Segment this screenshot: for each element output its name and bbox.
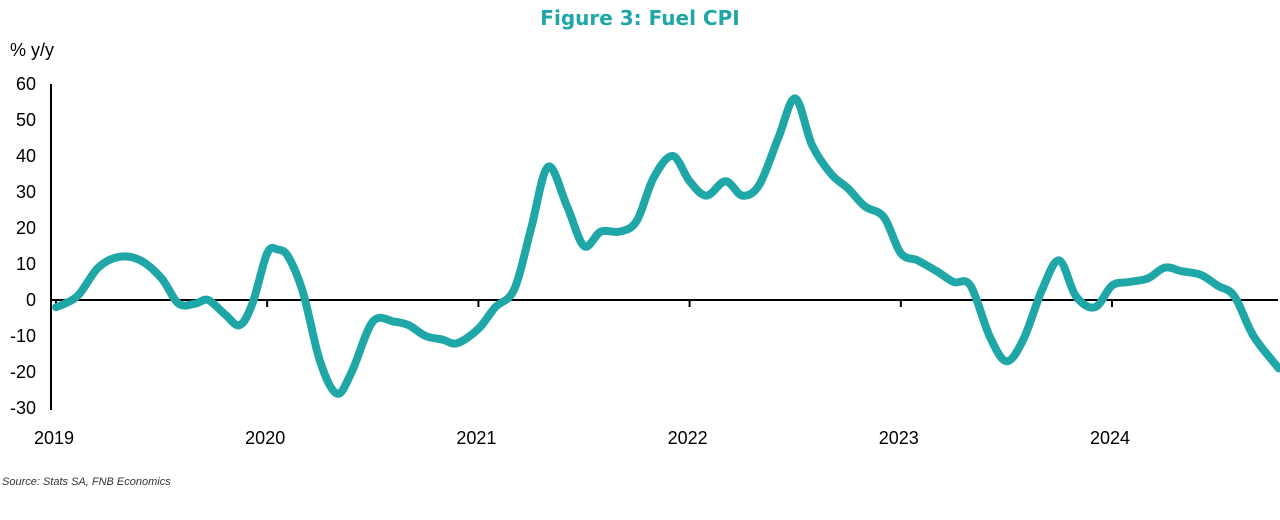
- x-tick-label: 2024: [1090, 428, 1130, 448]
- y-axis-ticks: 60 50 40 30 20 10 0 -10 -20 -30: [10, 74, 36, 418]
- y-tick-label: 30: [16, 182, 36, 202]
- y-tick-label: 10: [16, 254, 36, 274]
- source-note: Source: Stats SA, FNB Economics: [2, 476, 171, 488]
- y-tick-label: 60: [16, 74, 36, 94]
- x-tick-label: 2022: [668, 428, 708, 448]
- y-axis-label: % y/y: [10, 40, 54, 60]
- y-tick-label: 50: [16, 110, 36, 130]
- y-tick-label: -30: [10, 398, 36, 418]
- x-tick-label: 2020: [245, 428, 285, 448]
- x-tick-label: 2019: [34, 428, 74, 448]
- y-tick-label: 20: [16, 218, 36, 238]
- y-tick-label: -10: [10, 326, 36, 346]
- y-tick-label: 0: [26, 290, 36, 310]
- fuel-cpi-line: [52, 94, 1280, 398]
- x-tick-label: 2021: [456, 428, 496, 448]
- chart-title: Figure 3: Fuel CPI: [540, 6, 740, 30]
- y-tick-label: 40: [16, 146, 36, 166]
- y-tick-label: -20: [10, 362, 36, 382]
- x-tick-label: 2023: [879, 428, 919, 448]
- x-axis-ticks: 2019 2020 2021 2022 2023 2024: [34, 428, 1130, 448]
